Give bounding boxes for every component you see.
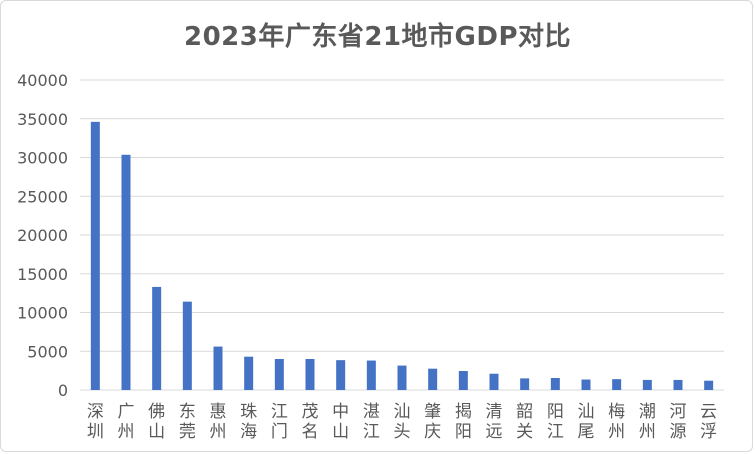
bar xyxy=(704,380,714,390)
x-category-label: 汕尾 xyxy=(578,402,595,442)
y-tick-label: 15000 xyxy=(17,265,68,284)
x-category-label: 肇庆 xyxy=(424,402,441,442)
bar xyxy=(213,346,223,390)
x-category-label: 河源 xyxy=(670,402,687,442)
x-category-label: 中山 xyxy=(332,402,349,442)
bar xyxy=(121,154,131,390)
bar xyxy=(397,365,407,390)
x-category-label: 揭阳 xyxy=(455,402,472,442)
bars xyxy=(90,121,714,390)
x-category-label: 梅州 xyxy=(608,402,625,442)
x-category-label: 珠海 xyxy=(240,402,257,442)
bar xyxy=(612,379,622,390)
bar xyxy=(244,356,254,390)
bar xyxy=(336,360,346,390)
y-tick-label: 0 xyxy=(58,381,68,400)
y-tick-label: 25000 xyxy=(17,187,68,206)
bar xyxy=(673,379,683,390)
x-category-label: 惠州 xyxy=(210,402,227,442)
x-category-label: 韶关 xyxy=(516,402,533,442)
y-tick-label: 20000 xyxy=(17,226,68,245)
x-category-label: 清远 xyxy=(486,402,503,442)
bar xyxy=(642,379,652,390)
bar xyxy=(428,368,438,390)
x-category-label: 东莞 xyxy=(179,402,196,442)
bar xyxy=(581,379,591,390)
bar xyxy=(489,373,499,390)
y-tick-label: 30000 xyxy=(17,149,68,168)
bar xyxy=(90,121,100,390)
bar xyxy=(182,301,192,390)
x-category-label: 广州 xyxy=(118,402,135,442)
x-category-label: 湛江 xyxy=(363,402,380,442)
x-category-label: 潮州 xyxy=(639,402,656,442)
y-tick-label: 40000 xyxy=(17,71,68,90)
x-category-label: 茂名 xyxy=(302,402,319,442)
x-category-label: 阳江 xyxy=(547,402,564,442)
x-axis-categories: 深圳广州佛山东莞惠州珠海江门茂名中山湛江汕头肇庆揭阳清远韶关阳江汕尾梅州潮州河源… xyxy=(87,402,717,442)
bar xyxy=(305,359,315,390)
grid-lines xyxy=(80,79,724,391)
bar xyxy=(366,360,376,390)
x-category-label: 佛山 xyxy=(148,402,165,442)
bar xyxy=(520,378,530,390)
y-tick-label: 35000 xyxy=(17,110,68,129)
bar xyxy=(458,371,468,390)
x-category-label: 江门 xyxy=(271,402,288,442)
chart-title: 2023年广东省21地市GDP对比 xyxy=(183,22,572,52)
x-category-label: 汕头 xyxy=(394,402,411,442)
x-category-label: 云浮 xyxy=(700,402,717,442)
y-tick-label: 5000 xyxy=(27,342,68,361)
bar xyxy=(550,377,560,390)
bar xyxy=(274,359,284,390)
x-category-label: 深圳 xyxy=(87,402,104,442)
bar xyxy=(152,286,162,390)
y-axis-ticks: 0 5000 10000 15000 20000 25000 30000 35000 40000 xyxy=(17,71,68,400)
y-tick-label: 10000 xyxy=(17,304,68,323)
